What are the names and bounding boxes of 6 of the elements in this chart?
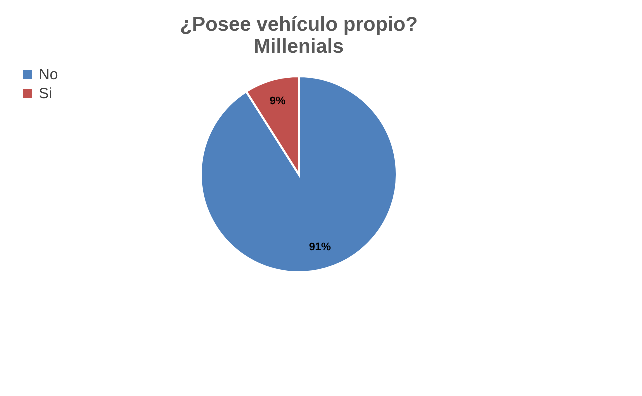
- legend-label: No: [39, 66, 58, 84]
- data-label: 91%: [309, 241, 332, 254]
- data-label: 9%: [270, 96, 286, 108]
- legend-label: Si: [39, 86, 52, 102]
- chart-title: ¿Posee vehículo propio? Millenials: [180, 14, 418, 58]
- pie-slice: [200, 76, 398, 274]
